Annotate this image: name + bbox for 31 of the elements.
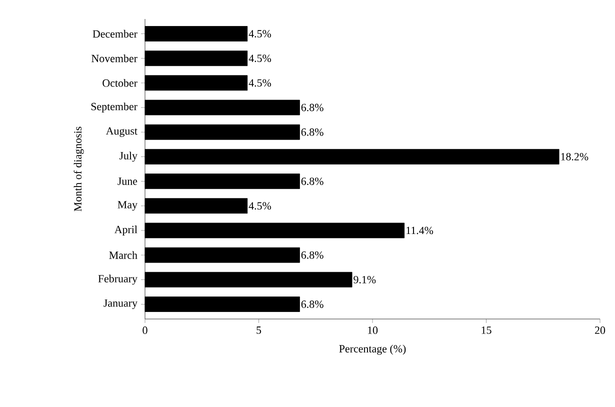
data-label: 4.5% bbox=[248, 30, 272, 38]
x-tick-label: 20 bbox=[595, 326, 606, 334]
x-tick-label: 5 bbox=[256, 326, 262, 334]
y-tick-label: November bbox=[92, 54, 138, 62]
y-tick-label: July bbox=[119, 152, 138, 162]
x-tick-label: 10 bbox=[368, 326, 378, 334]
y-tick-label: January bbox=[104, 299, 138, 310]
data-label: 6.8% bbox=[301, 300, 324, 308]
y-tick-label: August bbox=[106, 127, 138, 137]
y-tick-label: October bbox=[102, 79, 138, 87]
y-tick-label: March bbox=[109, 251, 138, 259]
data-label: 6.8% bbox=[301, 178, 324, 186]
y-tick-label: April bbox=[114, 226, 138, 236]
x-tick-label: 0 bbox=[142, 326, 148, 334]
y-axis-title: Month of diagnosis bbox=[74, 126, 84, 212]
data-label: 6.8% bbox=[301, 251, 324, 259]
x-axis-title: Percentage (%) bbox=[339, 344, 406, 355]
y-tick-label: June bbox=[118, 178, 138, 185]
y-tick-label: December bbox=[92, 30, 138, 38]
x-tick-label: 15 bbox=[482, 326, 492, 334]
data-label: 11.4% bbox=[406, 226, 434, 234]
data-label: 9.1% bbox=[354, 276, 376, 284]
y-tick-label: May bbox=[118, 201, 138, 211]
data-label: 18.2% bbox=[561, 152, 588, 160]
data-label: 4.5% bbox=[248, 54, 272, 62]
data-label: 6.8% bbox=[301, 128, 324, 136]
data-label: 4.5% bbox=[248, 79, 272, 87]
y-tick-label: September bbox=[91, 102, 138, 112]
y-tick-label: February bbox=[98, 274, 138, 285]
data-label: 6.8% bbox=[301, 104, 324, 112]
data-label: 4.5% bbox=[248, 202, 272, 210]
